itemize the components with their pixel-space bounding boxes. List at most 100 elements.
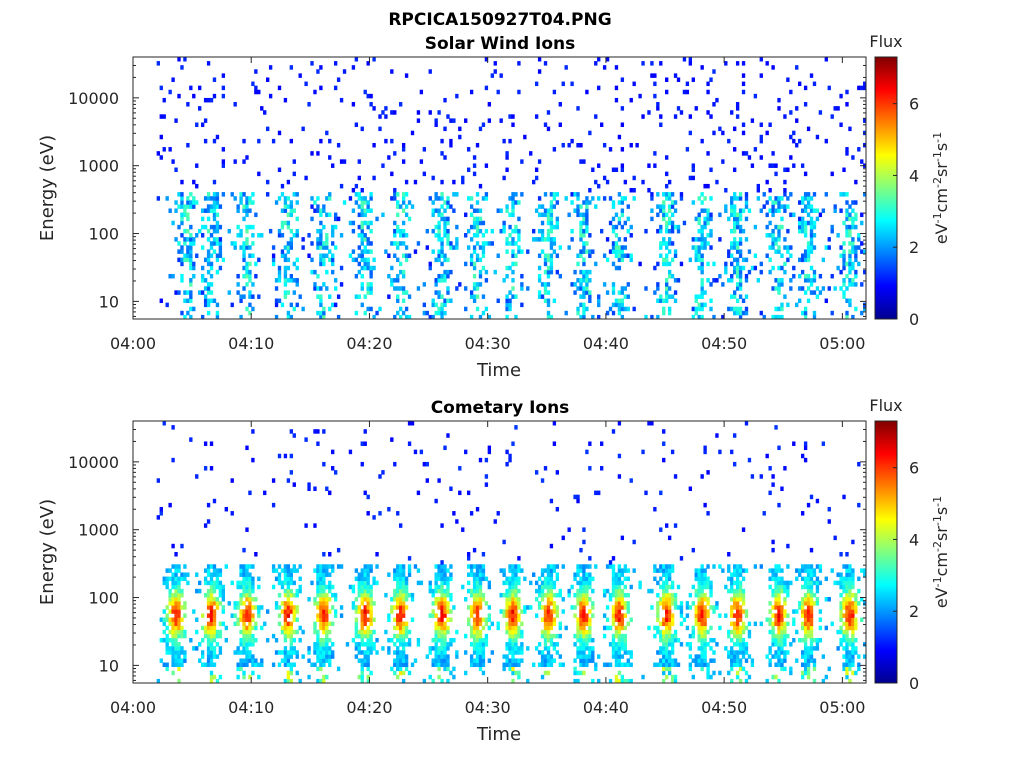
heatmap-cell (322, 621, 326, 627)
heatmap-cell (576, 310, 580, 316)
heatmap-cell (437, 662, 441, 668)
heatmap-cell (325, 633, 329, 639)
heatmap-cell (478, 642, 483, 647)
heatmap-cell (446, 568, 450, 573)
heatmap-cell (667, 273, 672, 279)
heatmap-cell (629, 662, 633, 668)
heatmap-cell (333, 85, 338, 91)
heatmap-cell (209, 629, 214, 635)
heatmap-cell (732, 220, 737, 226)
heatmap-cell (570, 228, 574, 234)
heatmap-cell (443, 273, 447, 279)
heatmap-cell (478, 273, 483, 279)
heatmap-cell (786, 613, 790, 618)
heatmap-cell (851, 237, 855, 242)
heatmap-cell (508, 265, 512, 271)
heatmap-cell (446, 592, 450, 598)
heatmap-cell (396, 245, 400, 250)
heatmap-cell (676, 228, 681, 234)
heatmap-cell (546, 290, 551, 295)
heatmap-cell (715, 605, 719, 610)
heatmap-cell (443, 637, 447, 643)
heatmap-cell (771, 208, 775, 213)
heatmap-cell (245, 646, 249, 651)
heatmap-cell (774, 200, 778, 205)
heatmap-cell (511, 249, 515, 254)
heatmap-cell (286, 670, 291, 676)
heatmap-cell (372, 580, 376, 586)
heatmap-cell (552, 642, 557, 647)
heatmap-cell (549, 204, 554, 209)
heatmap-cell (437, 629, 441, 635)
heatmap-cell (393, 151, 397, 156)
heatmap-cell (505, 662, 509, 668)
heatmap-cell (218, 588, 223, 594)
heatmap-cell (777, 662, 781, 668)
heatmap-cell (481, 564, 486, 569)
heatmap-cell (786, 588, 790, 594)
heatmap-cell (251, 241, 255, 246)
heatmap-cell (579, 597, 583, 602)
heatmap-cell (667, 249, 672, 254)
heatmap-cell (369, 601, 373, 606)
heatmap-cell (354, 629, 359, 635)
heatmap-cell (561, 662, 565, 668)
heatmap-cell (360, 617, 364, 622)
heatmap-cell (357, 584, 361, 590)
heatmap-cell (673, 601, 678, 606)
heatmap-cell (771, 200, 775, 205)
heatmap-cell (620, 286, 625, 291)
heatmap-cell (656, 650, 660, 655)
heatmap-cell (537, 592, 542, 598)
heatmap-cell (514, 650, 518, 655)
heatmap-cell (712, 637, 716, 643)
heatmap-cell (404, 314, 409, 320)
heatmap-cell (744, 204, 749, 209)
heatmap-cell (401, 568, 406, 573)
heatmap-cell (248, 564, 252, 569)
heatmap-cell (738, 662, 743, 668)
heatmap-cell (691, 547, 695, 553)
heatmap-cell (387, 155, 391, 160)
heatmap-cell (626, 609, 630, 614)
heatmap-cell (738, 273, 743, 279)
heatmap-cell (623, 601, 627, 606)
heatmap-cell (286, 597, 291, 602)
heatmap-cell (393, 650, 397, 655)
heatmap-cell (614, 302, 619, 308)
heatmap-cell (591, 646, 595, 651)
heatmap-cell (289, 245, 294, 250)
heatmap-cell (768, 196, 772, 201)
heatmap-cell (437, 617, 441, 622)
heatmap-cell (274, 278, 279, 283)
heatmap-cell (623, 568, 627, 573)
heatmap-cell (393, 253, 397, 258)
heatmap-cell (700, 633, 704, 639)
heatmap-cell (230, 302, 234, 308)
heatmap-cell (694, 588, 698, 594)
heatmap-cell (242, 613, 246, 618)
heatmap-cell (588, 654, 592, 659)
heatmap-cell (316, 208, 320, 213)
heatmap-cell (611, 228, 616, 234)
heatmap-cell (254, 605, 258, 610)
heatmap-cell (227, 290, 231, 295)
heatmap-cell (620, 642, 625, 647)
heatmap-cell (803, 613, 808, 618)
heatmap-cell (396, 654, 400, 659)
heatmap-cell (759, 122, 763, 127)
heatmap-cell (360, 257, 364, 263)
heatmap-cell (549, 269, 554, 275)
heatmap-cell (478, 580, 483, 586)
colorbar-unit-label: eV-1cm-2sr-1s-1 (931, 132, 951, 244)
heatmap-cell (588, 269, 592, 275)
heatmap-cell (366, 592, 370, 598)
heatmap-cell (662, 646, 666, 651)
heatmap-cell (431, 609, 435, 614)
heatmap-cell (165, 613, 169, 618)
heatmap-cell (396, 592, 400, 598)
heatmap-cell (543, 625, 548, 631)
heatmap-cell (626, 294, 630, 299)
heatmap-cell (245, 245, 249, 250)
heatmap-cell (582, 633, 586, 639)
